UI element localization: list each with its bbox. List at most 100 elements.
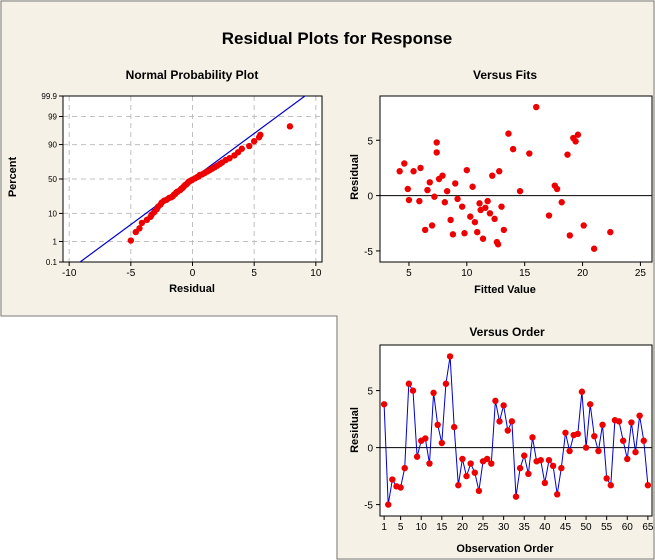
data-point [458,203,466,210]
data-point [426,179,433,186]
data-point [404,185,411,193]
data-point [494,241,502,248]
data-point [441,199,449,206]
data-point [496,168,503,175]
data-point [250,138,258,145]
data-point [454,195,461,203]
data-point [433,139,440,146]
data-point [521,452,528,459]
x-tick-label: 20 [457,522,469,533]
x-tick-label: 50 [580,522,592,533]
data-point [434,421,441,428]
plot-frame [379,344,653,517]
data-point [564,151,571,158]
x-tick-label: 60 [622,522,634,533]
data-point [428,222,436,229]
data-point [424,186,431,194]
data-point [545,212,553,219]
x-tick-label: 25 [635,268,647,279]
data-point [574,430,582,438]
data-point [619,437,627,444]
data-point [644,482,652,489]
data-point [549,462,557,470]
data-point [615,418,623,425]
data-point [486,210,494,217]
x-axis-label: Residual [169,283,215,295]
data-point [238,145,246,152]
data-point [421,226,429,234]
data-point [595,447,602,455]
data-point [516,464,524,472]
data-point [526,150,533,157]
x-tick-label: 45 [560,522,572,533]
data-point [380,401,388,408]
data-point [492,397,499,405]
y-tick-label: 50 [48,175,57,184]
data-point [498,203,505,210]
data-point [442,380,450,387]
data-point [396,168,403,175]
data-point [640,437,647,444]
data-point [397,484,404,491]
data-point [438,439,446,447]
y-tick-label: 99 [48,113,57,122]
x-tick-label: 25 [477,522,489,533]
y-tick-label: -5 [364,501,373,512]
y-tick-label: 10 [48,209,57,218]
y-axis-label: Percent [7,156,19,197]
data-point [461,230,468,237]
y-tick-label: 5 [367,387,373,398]
data-point [553,185,561,193]
y-tick-label: 90 [48,141,57,150]
data-point [500,226,508,234]
data-point [636,412,643,419]
x-tick-label: 15 [519,268,531,279]
data-point [529,434,536,441]
data-point [455,482,462,489]
y-tick-label: 1 [53,237,58,246]
data-point [471,469,478,476]
data-point [226,155,233,162]
x-tick-label: 10 [310,268,322,279]
y-tick-label: 5 [367,136,373,147]
data-point [138,219,146,227]
data-point [452,180,459,187]
data-point [508,418,516,425]
data-point [439,172,446,179]
x-tick-label: 5 [398,522,404,533]
plot-frame [379,95,653,263]
data-point [607,482,614,489]
data-point [413,453,421,460]
data-point [509,145,517,153]
data-point [405,380,413,387]
data-point [443,187,451,195]
data-point [257,131,264,139]
data-point [572,138,579,145]
data-point [401,160,408,167]
y-axis-label: Residual [349,154,361,200]
data-point [580,222,587,229]
data-point [479,235,487,242]
y-tick-label: 0 [367,192,373,203]
data-point [491,215,498,223]
data-point [286,123,294,130]
data-point [450,423,458,431]
data-point [541,479,549,487]
data-point [566,232,574,239]
data-point [500,402,507,409]
x-tick-label: 10 [416,522,428,533]
x-tick-label: 0 [190,268,196,279]
blank-lower-left [0,316,336,560]
data-point [566,447,573,455]
data-point [632,448,639,456]
x-tick-label: 20 [577,268,589,279]
data-point [586,401,594,408]
data-point [409,387,417,394]
data-point [463,472,470,480]
data-point [467,460,474,467]
y-tick-label: -5 [364,247,373,258]
data-point [474,228,481,236]
plot-title: Versus Fits [473,68,537,82]
